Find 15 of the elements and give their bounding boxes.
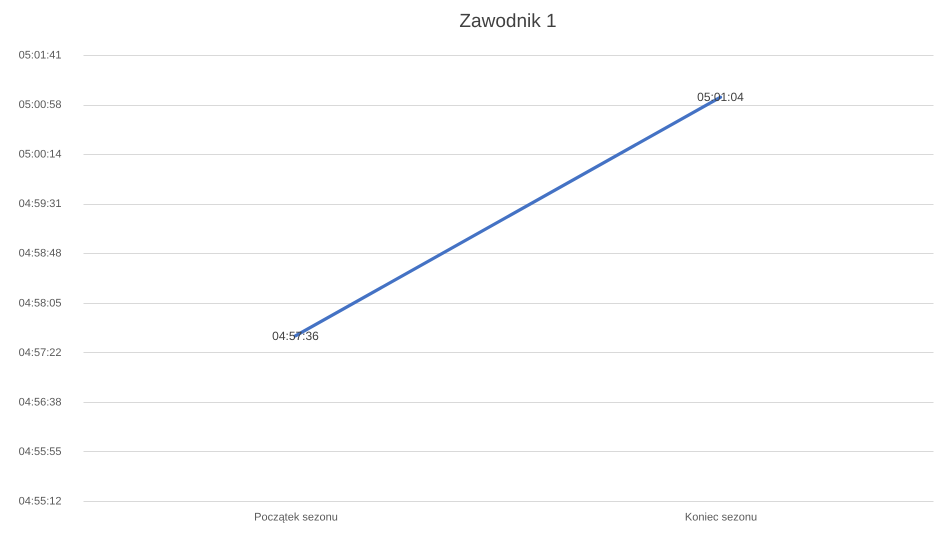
data-label: 04:57:36: [272, 328, 320, 343]
data-label: 05:01:04: [697, 90, 744, 104]
y-tick-label: 04:58:48: [18, 248, 62, 260]
y-tick-label: 04:59:31: [18, 198, 62, 210]
y-tick-label: 04:55:55: [18, 446, 62, 458]
chart-title: Zawodnik 1: [459, 11, 557, 32]
x-tick-label: Koniec sezonu: [684, 512, 758, 524]
y-tick-label: 05:00:14: [18, 148, 62, 161]
y-tick-label: 04:56:38: [18, 396, 62, 408]
y-tick-label: 05:01:41: [18, 50, 62, 62]
y-tick-label: 05:00:58: [18, 99, 62, 112]
x-tick-label: Początek sezonu: [254, 512, 338, 524]
y-tick-label: 04:55:12: [18, 496, 62, 508]
y-tick-label: 04:58:05: [18, 297, 62, 310]
y-tick-label: 04:57:22: [18, 346, 62, 359]
